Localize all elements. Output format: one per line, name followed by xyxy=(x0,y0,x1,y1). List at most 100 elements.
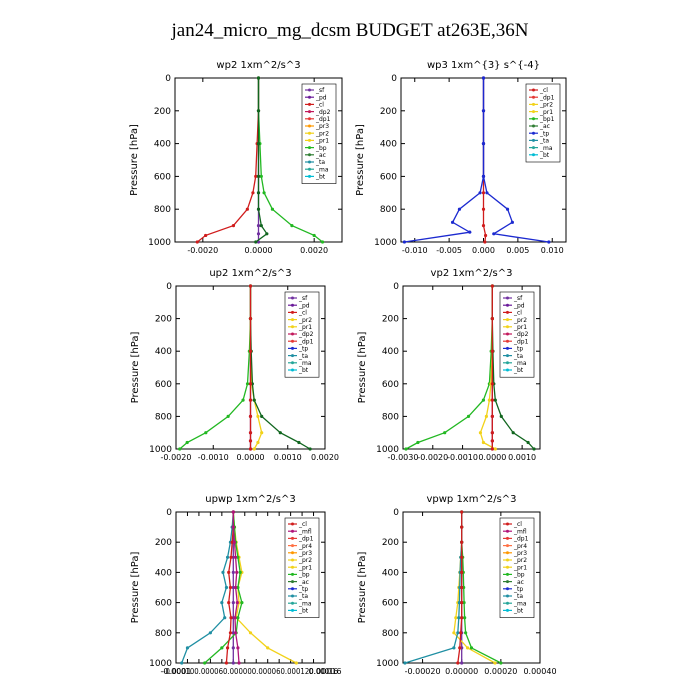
series-point xyxy=(178,447,182,451)
series-point xyxy=(231,510,235,514)
legend-entry: _mfl xyxy=(298,528,312,535)
series-point xyxy=(248,431,253,435)
chart-panel-4: upwp 1xm^2/s^3 Pressure [hPa] 0 200 400 600 80… xyxy=(130,494,342,676)
legend-entry: _cl xyxy=(315,102,324,109)
series-point xyxy=(460,661,464,665)
legend-marker xyxy=(291,332,294,336)
series-point xyxy=(481,76,486,80)
legend-entry: _pr1 xyxy=(513,564,527,571)
legend-entry: _cl xyxy=(513,310,522,317)
y-tick-label: 1000 xyxy=(149,445,172,455)
legend-entry: _bt xyxy=(539,152,550,159)
y-tick-label: 200 xyxy=(155,315,172,325)
series-point xyxy=(457,616,461,620)
series-point xyxy=(220,601,224,605)
legend-entry: _dp1 xyxy=(298,536,314,543)
series-point xyxy=(232,540,237,544)
series-point xyxy=(490,398,494,402)
series-point xyxy=(231,525,235,529)
legend-entry: _ac xyxy=(513,579,524,586)
series-point xyxy=(492,232,496,236)
legend-entry: _cl xyxy=(298,521,307,528)
legend-marker xyxy=(291,368,294,372)
series-point xyxy=(248,398,253,402)
legend-marker xyxy=(506,536,509,540)
series-point xyxy=(294,661,298,665)
series-point xyxy=(483,240,487,244)
series-point xyxy=(460,601,464,605)
legend-marker xyxy=(291,346,294,350)
legend-entry: _bp xyxy=(315,145,327,152)
y-tick-label: 800 xyxy=(155,412,172,422)
chart-title: upwp 1xm^2/s^3 xyxy=(205,494,295,505)
y-tick-label: 800 xyxy=(382,629,399,639)
series-point xyxy=(256,207,261,211)
x-tick-label: -0.0020 xyxy=(161,453,192,462)
x-tick-label: 0.0020 xyxy=(311,453,339,462)
legend-marker xyxy=(532,146,535,150)
series-point xyxy=(234,631,238,635)
legend-entry: _sf xyxy=(513,295,523,302)
chart-panel-5: vpwp 1xm^2/s^3 Pressure [hPa] 0 200 400 600 80… xyxy=(357,494,557,676)
y-tick-label: 0 xyxy=(165,74,171,84)
series-point xyxy=(403,661,407,665)
series-point xyxy=(460,570,464,575)
series-point xyxy=(221,570,225,575)
x-tick-label: -0.0010 xyxy=(198,453,229,462)
y-tick-label: 200 xyxy=(382,315,399,325)
y-tick-label: 1000 xyxy=(376,445,399,455)
series-point xyxy=(265,232,269,236)
series-point xyxy=(248,447,253,451)
legend-entry: _ta xyxy=(539,138,549,145)
legend-entry: _cl xyxy=(513,521,522,528)
y-tick-label: 800 xyxy=(154,205,171,215)
x-tick-label: 0.0000 xyxy=(478,453,506,462)
legend-marker xyxy=(291,296,294,300)
legend-entry: _pr2 xyxy=(298,557,312,564)
x-tick-label: 0.00000 xyxy=(445,667,478,676)
series-point xyxy=(457,207,462,211)
legend-marker xyxy=(291,544,294,548)
series-point xyxy=(236,616,240,620)
legend-entry: _ma xyxy=(315,166,329,173)
legend-entry: _tp xyxy=(298,346,308,353)
series-point xyxy=(251,191,255,195)
chart-title: wp2 1xm^2/s^3 xyxy=(216,60,300,71)
series-point xyxy=(256,142,261,146)
legend-marker xyxy=(506,361,509,365)
legend-entry: _tp xyxy=(298,586,308,593)
series-point xyxy=(230,540,234,544)
y-tick-label: 600 xyxy=(155,599,172,609)
legend-marker xyxy=(506,346,509,350)
legend-entry: _pr2 xyxy=(539,102,553,109)
legend-entry: _ma xyxy=(513,360,527,367)
series-point xyxy=(234,585,238,590)
legend-marker xyxy=(506,608,509,612)
series-point xyxy=(204,431,208,435)
legend-marker xyxy=(291,608,294,612)
legend-marker xyxy=(291,529,294,533)
series-point xyxy=(456,631,460,635)
series-point xyxy=(229,616,233,620)
series-point xyxy=(484,414,488,418)
legend-marker xyxy=(308,138,311,142)
y-axis-label: Pressure [hPa] xyxy=(357,552,368,624)
series-point xyxy=(490,317,494,321)
series-point xyxy=(256,191,261,195)
series-point xyxy=(227,601,231,605)
series-point xyxy=(204,233,208,238)
series-point xyxy=(256,224,261,228)
series-point xyxy=(248,439,253,443)
series-point xyxy=(256,232,261,236)
series-point xyxy=(490,431,494,435)
series-point xyxy=(245,207,249,211)
series-point xyxy=(460,510,464,514)
x-tick-label: 0.0010 xyxy=(274,453,302,462)
legend-entry: _pr3 xyxy=(298,550,312,557)
legend-entry: _pr2 xyxy=(513,557,527,564)
series-point xyxy=(254,174,258,178)
series-point xyxy=(226,414,230,418)
series-point xyxy=(225,646,230,650)
x-tick-label: 0.000 xyxy=(472,246,495,255)
legend-entry: _bt xyxy=(315,174,326,181)
